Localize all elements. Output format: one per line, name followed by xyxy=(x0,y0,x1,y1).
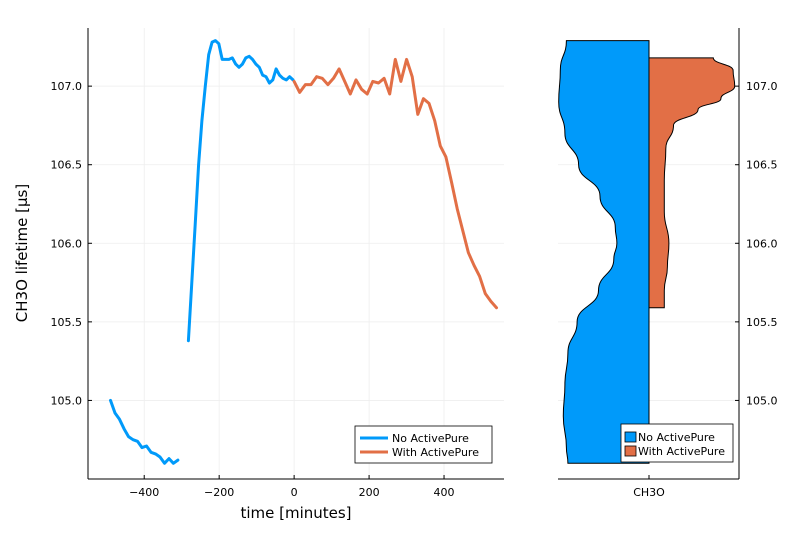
x-tick-label: −200 xyxy=(204,486,234,499)
violin-shapes xyxy=(558,40,736,464)
violin-chart-panel: 105.0 105.5 106.0 106.5 107.0 CH3O No Active… xyxy=(558,28,778,499)
violin-legend-swatch-with-activepure xyxy=(624,445,637,457)
violin-with-activepure xyxy=(648,57,736,309)
x-axis-label: time [minutes] xyxy=(240,504,351,522)
violin-chart-ticks: 105.0 105.5 106.0 106.5 107.0 xyxy=(735,80,778,407)
y-tick-label: 107.0 xyxy=(51,80,83,93)
line-chart-legend: No ActivePure With ActivePure xyxy=(354,425,493,464)
violin-legend-box xyxy=(620,423,734,463)
series-line-no-activepure xyxy=(109,398,180,465)
y-tick-label: 105.0 xyxy=(51,394,83,407)
y-tick-label: 106.0 xyxy=(51,237,83,250)
legend-label-no-activepure: No ActivePure xyxy=(392,432,469,445)
violin-x-tick-label: CH3O xyxy=(633,486,665,499)
y-axis-label: CH3O lifetime [µs] xyxy=(13,184,31,322)
legend-box xyxy=(354,425,493,464)
violin-legend-swatch-no-activepure xyxy=(624,431,637,443)
violin-y-tick-label: 107.0 xyxy=(746,80,778,93)
violin-chart-legend: No ActivePure With ActivePure xyxy=(620,423,734,463)
series-line-with-activepure xyxy=(292,57,498,310)
violin-no-activepure xyxy=(558,40,650,464)
y-tick-label: 105.5 xyxy=(51,316,83,329)
violin-chart-axes xyxy=(558,28,740,480)
violin-legend-label-with-activepure: With ActivePure xyxy=(638,445,725,458)
violin-y-tick-label: 105.0 xyxy=(746,394,778,407)
legend-label-with-activepure: With ActivePure xyxy=(392,446,479,459)
y-tick-label: 106.5 xyxy=(51,159,83,172)
line-chart-axes xyxy=(87,28,504,480)
series-line-no-activepure xyxy=(186,39,295,343)
x-tick-label: −400 xyxy=(129,486,159,499)
violin-y-tick-label: 106.5 xyxy=(746,159,778,172)
line-chart-panel: −400 −200 0 200 400 105.0 105.5 106.0 106.5 107.0… xyxy=(13,28,504,522)
x-tick-label: 400 xyxy=(434,486,455,499)
violin-y-tick-label: 106.0 xyxy=(746,237,778,250)
x-tick-label: 200 xyxy=(359,486,380,499)
violin-legend-label-no-activepure: No ActivePure xyxy=(638,431,715,444)
line-chart-series xyxy=(109,39,498,465)
x-tick-label: 0 xyxy=(291,486,298,499)
violin-y-tick-label: 105.5 xyxy=(746,316,778,329)
line-chart-ticks: −400 −200 0 200 400 105.0 105.5 106.0 106.5 107.0 xyxy=(51,80,455,499)
